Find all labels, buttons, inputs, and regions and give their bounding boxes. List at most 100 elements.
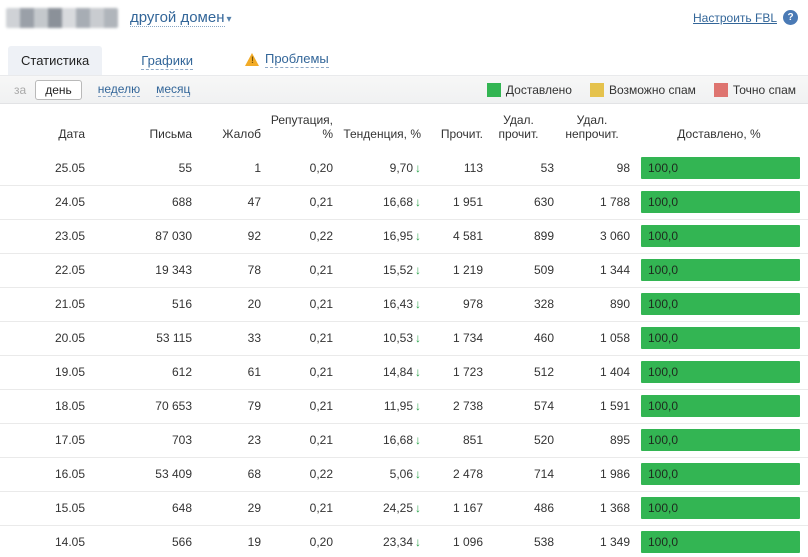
cell-date: 23.05 <box>0 218 85 253</box>
domain-selector-label[interactable]: другой домен <box>130 9 225 27</box>
cell-reputation: 0,21 <box>261 286 333 321</box>
trend-down-icon: ↓ <box>415 399 421 413</box>
legend-label: Доставлено <box>505 82 572 97</box>
table-row: 20.05 53 115 33 0,21 10,53 ↓ 1 734 460 1 … <box>0 320 808 355</box>
table-row: 18.05 70 653 79 0,21 11,95 ↓ 2 738 574 1 … <box>0 388 808 423</box>
trend-down-icon: ↓ <box>415 501 421 515</box>
configure-fbl-link[interactable]: Настроить FBL <box>693 10 777 25</box>
cell-deleted-read: 486 <box>483 490 554 525</box>
delivered-value: 100,0 <box>648 365 679 379</box>
cell-complaints: 20 <box>192 286 261 321</box>
delivered-value: 100,0 <box>648 331 679 345</box>
trend-down-icon: ↓ <box>415 195 421 209</box>
help-icon[interactable]: ? <box>783 10 798 25</box>
cell-letters: 87 030 <box>85 218 192 253</box>
cell-delivered: 100,0 <box>630 422 808 457</box>
delivered-swatch <box>486 82 501 97</box>
delivered-value: 100,0 <box>648 229 679 243</box>
cell-complaints: 61 <box>192 354 261 389</box>
cell-read: 851 <box>421 422 483 457</box>
cell-reputation: 0,21 <box>261 184 333 219</box>
cell-reputation: 0,21 <box>261 252 333 287</box>
delivered-bar: 100,0 <box>641 225 800 247</box>
trend-down-icon: ↓ <box>415 160 421 175</box>
cell-date: 20.05 <box>0 320 85 355</box>
cell-complaints: 68 <box>192 456 261 491</box>
cell-date: 15.05 <box>0 490 85 525</box>
tab-charts[interactable]: Графики <box>141 53 193 70</box>
legend-item-spam: Точно спам <box>713 82 796 97</box>
delivered-value: 100,0 <box>648 467 679 481</box>
cell-read: 1 951 <box>421 184 483 219</box>
tab-problems[interactable]: ! Проблемы <box>232 44 342 75</box>
cell-letters: 612 <box>85 354 192 389</box>
trend-down-icon: ↓ <box>415 229 421 243</box>
col-header-date: Дата <box>58 127 85 141</box>
col-header-delivered: Доставлено, % <box>677 127 761 141</box>
delivered-value: 100,0 <box>648 297 679 311</box>
tab-statistics[interactable]: Статистика <box>8 46 103 75</box>
cell-date: 25.05 <box>54 160 85 175</box>
cell-letters: 703 <box>85 422 192 457</box>
cell-complaints: 47 <box>192 184 261 219</box>
delivered-bar: 100,0 <box>641 259 800 281</box>
chevron-down-icon: ▾ <box>226 14 232 25</box>
col-header-deleted-read: Удал. прочит. <box>498 113 539 141</box>
cell-read: 1 096 <box>421 524 483 557</box>
cell-deleted-unread: 3 060 <box>554 218 630 253</box>
cell-deleted-unread: 890 <box>554 286 630 321</box>
cell-deleted-read: 53 <box>540 160 554 175</box>
legend-label: Точно спам <box>732 82 796 97</box>
cell-tendency: 16,68 ↓ <box>333 422 421 457</box>
stats-table-body: 25.05 55 1 0,20 9,70 ↓ 113 53 98 100,0 24… <box>0 151 808 557</box>
cell-tendency: 14,84 ↓ <box>333 354 421 389</box>
period-week-link[interactable]: неделю <box>97 82 141 97</box>
cell-delivered: 100,0 <box>630 456 808 491</box>
cell-deleted-read: 512 <box>483 354 554 389</box>
cell-tendency: 9,70 ↓ <box>389 160 421 175</box>
period-strip: за день неделю месяц Доставлено Возможно… <box>0 75 808 104</box>
period-month-link[interactable]: месяц <box>156 82 191 97</box>
cell-delivered: 100,0 <box>630 286 808 321</box>
warning-icon: ! <box>244 53 260 66</box>
trend-down-icon: ↓ <box>415 297 421 311</box>
cell-date: 17.05 <box>0 422 85 457</box>
cell-deleted-read: 899 <box>483 218 554 253</box>
blurred-domain-logo <box>6 8 118 28</box>
cell-letters: 688 <box>85 184 192 219</box>
cell-letters: 19 343 <box>85 252 192 287</box>
delivered-value: 100,0 <box>648 195 679 209</box>
cell-tendency: 24,25 ↓ <box>333 490 421 525</box>
cell-delivered: 100,0 <box>630 218 808 253</box>
cell-date: 24.05 <box>0 184 85 219</box>
spam-swatch <box>713 82 728 97</box>
col-header-reputation: Репутация, % <box>270 113 333 141</box>
cell-complaints: 79 <box>192 388 261 423</box>
cell-deleted-read: 574 <box>483 388 554 423</box>
delivered-bar: 100,0 <box>641 361 800 383</box>
trend-down-icon: ↓ <box>415 467 421 481</box>
cell-reputation: 0,22 <box>261 456 333 491</box>
cell-letters: 648 <box>85 490 192 525</box>
table-row: 22.05 19 343 78 0,21 15,52 ↓ 1 219 509 1 … <box>0 252 808 287</box>
domain-selector[interactable]: другой домен ▾ <box>130 9 232 27</box>
cell-tendency: 11,95 ↓ <box>333 388 421 423</box>
period-prefix: за <box>14 82 27 97</box>
table-row: 15.05 648 29 0,21 24,25 ↓ 1 167 486 1 368… <box>0 490 808 525</box>
delivered-bar: 100,0 <box>641 463 800 485</box>
cell-reputation: 0,20 <box>309 160 333 175</box>
cell-read: 1 219 <box>421 252 483 287</box>
delivered-value: 100,0 <box>648 399 679 413</box>
col-header-read: Прочит. <box>440 127 483 141</box>
cell-deleted-unread: 1 368 <box>554 490 630 525</box>
cell-tendency: 5,06 ↓ <box>333 456 421 491</box>
cell-deleted-unread: 1 591 <box>554 388 630 423</box>
tab-bar: Статистика Графики ! Проблемы <box>0 44 808 75</box>
cell-reputation: 0,21 <box>261 490 333 525</box>
table-row: 16.05 53 409 68 0,22 5,06 ↓ 2 478 714 1 9… <box>0 456 808 491</box>
cell-date: 21.05 <box>0 286 85 321</box>
cell-read: 2 738 <box>421 388 483 423</box>
period-day-button[interactable]: день <box>35 79 82 100</box>
col-header-tendency: Тенденция, % <box>343 127 421 141</box>
